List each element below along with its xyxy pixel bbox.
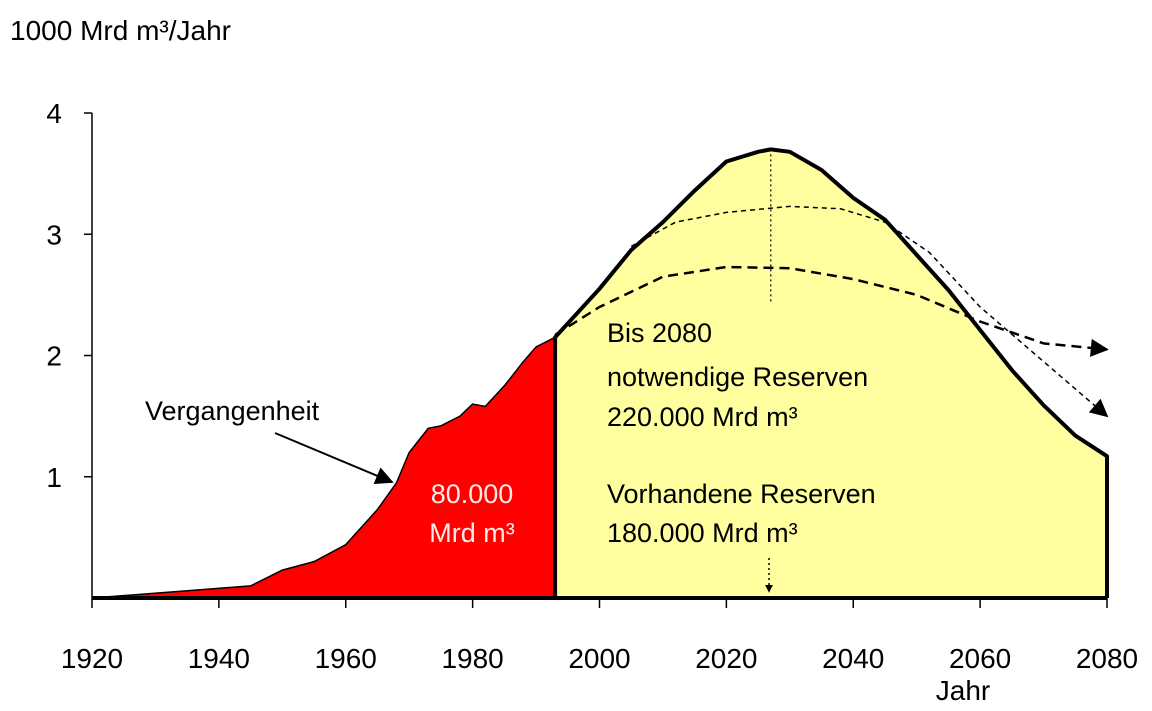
plot <box>84 112 1109 608</box>
annotation-arrow <box>274 432 394 485</box>
x-tick-label: 2000 <box>568 643 630 674</box>
x-axis-label: Jahr <box>936 675 990 706</box>
scenario-line <box>630 205 1109 418</box>
area-line <box>91 336 556 599</box>
x-tick-label: 1960 <box>315 643 377 674</box>
y-tick-label: 4 <box>46 98 62 129</box>
annotation: Vorhandene Reserven <box>607 479 876 509</box>
area-fill <box>92 337 556 598</box>
y-tick-label: 1 <box>46 462 62 493</box>
annotation: 220.000 Mrd m³ <box>607 402 798 432</box>
x-tick-label: 2080 <box>1076 643 1138 674</box>
annotation: 180.000 Mrd m³ <box>607 518 798 548</box>
annotation: Mrd m³ <box>429 518 514 548</box>
x-tick-label: 1920 <box>61 643 123 674</box>
x-tick-label: 2020 <box>695 643 757 674</box>
scenario-line <box>554 265 1109 357</box>
annotation: 80.000 <box>431 479 514 509</box>
y-axis-label: 1000 Mrd m³/Jahr <box>10 15 231 46</box>
x-tick-label: 2060 <box>949 643 1011 674</box>
annotation: Vergangenheit <box>145 396 320 426</box>
x-tick-label: 1980 <box>441 643 503 674</box>
y-tick-label: 3 <box>46 219 62 250</box>
x-tick-label: 2040 <box>822 643 884 674</box>
x-tick-label: 1940 <box>188 643 250 674</box>
annotation: notwendige Reserven <box>607 362 868 392</box>
area-fill <box>555 149 1107 598</box>
annotation: Bis 2080 <box>607 318 712 348</box>
y-tick-label: 2 <box>46 341 62 372</box>
